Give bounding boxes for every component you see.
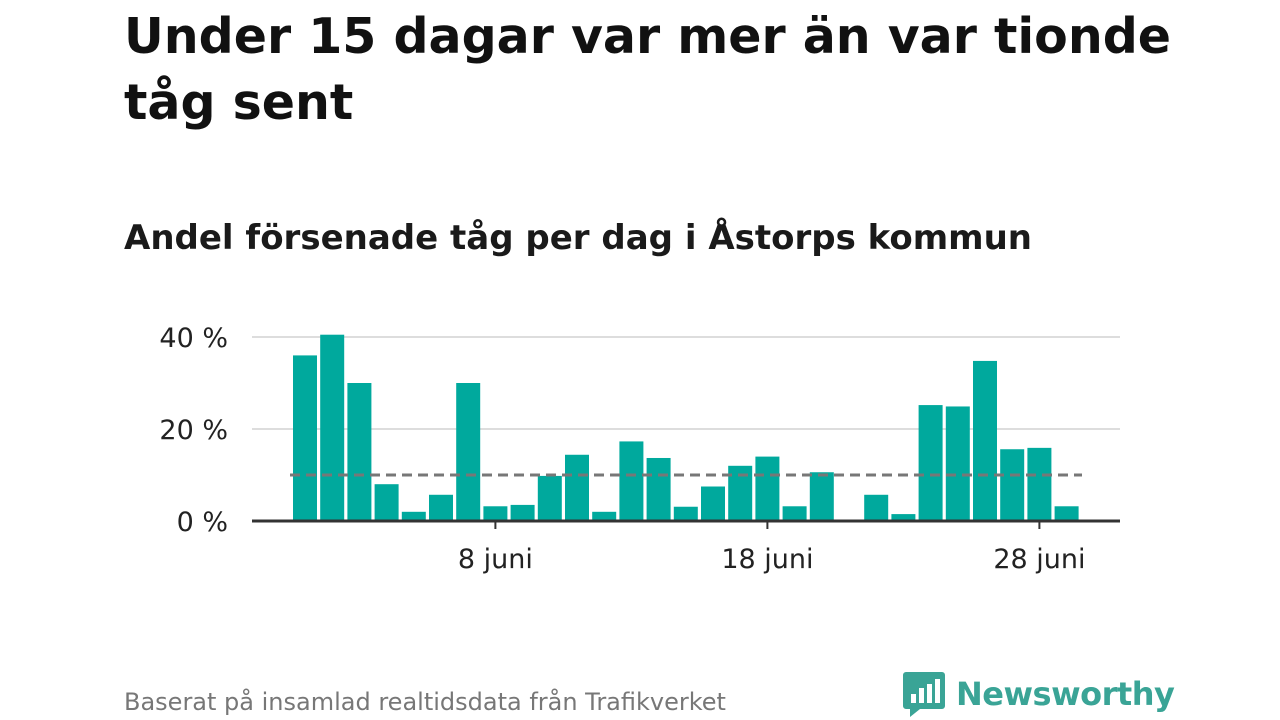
bar xyxy=(619,441,644,521)
y-tick-label: 20 % xyxy=(159,415,228,446)
bar xyxy=(510,504,535,521)
bar xyxy=(864,494,889,521)
bar xyxy=(483,506,508,521)
bar xyxy=(293,355,317,521)
brand-logo[interactable]: Newsworthy xyxy=(902,670,1175,718)
bar xyxy=(1054,506,1079,521)
x-tick-label: 8 juni xyxy=(458,544,533,575)
bar xyxy=(1000,449,1025,521)
source-note: Baserat på insamlad realtidsdata från Tr… xyxy=(124,688,726,716)
bar xyxy=(918,405,943,521)
y-tick-label: 40 % xyxy=(159,323,228,354)
x-tick-label: 28 juni xyxy=(993,544,1085,575)
bar xyxy=(320,334,345,521)
bar xyxy=(646,457,671,521)
bar xyxy=(755,456,780,521)
bar xyxy=(347,383,372,521)
bar xyxy=(809,472,834,521)
bar xyxy=(1027,447,1052,521)
chart-title: Under 15 dagar var mer än var tionde tåg… xyxy=(124,8,1172,131)
bar xyxy=(374,484,399,521)
bar xyxy=(565,454,589,521)
newsworthy-logo-icon xyxy=(903,672,945,717)
bar xyxy=(673,506,698,521)
bar xyxy=(701,486,725,521)
bar xyxy=(891,514,916,521)
y-tick-label: 0 % xyxy=(177,507,228,538)
bar xyxy=(456,383,481,521)
bar xyxy=(592,511,617,521)
bar xyxy=(945,406,970,521)
bar xyxy=(537,475,562,521)
bar xyxy=(782,506,807,521)
chart-subtitle: Andel försenade tåg per dag i Åstorps ko… xyxy=(124,218,1032,258)
bar xyxy=(973,360,997,521)
bar xyxy=(429,494,453,521)
brand-name: Newsworthy xyxy=(956,675,1175,713)
bar xyxy=(401,511,426,521)
x-tick-label: 18 juni xyxy=(721,544,813,575)
